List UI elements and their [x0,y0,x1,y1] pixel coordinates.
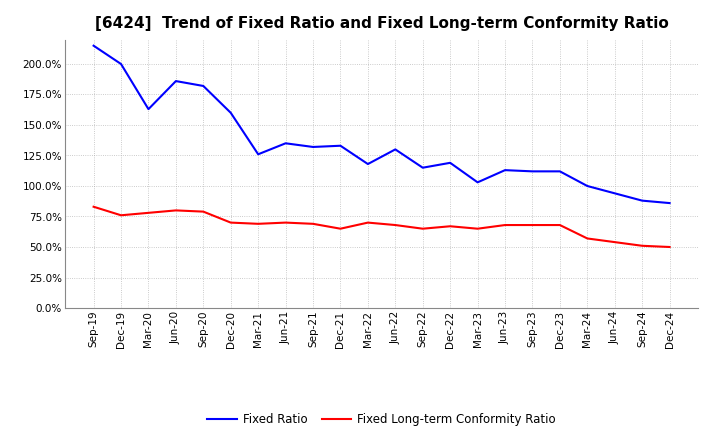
Fixed Ratio [309,144,318,150]
Fixed Long-term Conformity Ratio [89,204,98,209]
Fixed Ratio [336,143,345,148]
Fixed Long-term Conformity Ratio [309,221,318,227]
Fixed Long-term Conformity Ratio [418,226,427,231]
Fixed Long-term Conformity Ratio [446,224,454,229]
Title: [6424]  Trend of Fixed Ratio and Fixed Long-term Conformity Ratio: [6424] Trend of Fixed Ratio and Fixed Lo… [95,16,668,32]
Fixed Long-term Conformity Ratio [391,222,400,227]
Fixed Long-term Conformity Ratio [336,226,345,231]
Fixed Ratio [665,201,674,206]
Fixed Long-term Conformity Ratio [117,213,125,218]
Fixed Ratio [254,152,263,157]
Legend: Fixed Ratio, Fixed Long-term Conformity Ratio: Fixed Ratio, Fixed Long-term Conformity … [203,408,560,431]
Fixed Ratio [117,61,125,66]
Fixed Ratio [89,43,98,48]
Fixed Ratio [611,191,619,196]
Fixed Long-term Conformity Ratio [171,208,180,213]
Fixed Long-term Conformity Ratio [254,221,263,227]
Fixed Long-term Conformity Ratio [665,244,674,249]
Fixed Long-term Conformity Ratio [144,210,153,216]
Fixed Long-term Conformity Ratio [473,226,482,231]
Fixed Long-term Conformity Ratio [364,220,372,225]
Fixed Ratio [391,147,400,152]
Fixed Long-term Conformity Ratio [528,222,537,227]
Fixed Ratio [556,169,564,174]
Fixed Ratio [446,160,454,165]
Fixed Long-term Conformity Ratio [226,220,235,225]
Fixed Long-term Conformity Ratio [500,222,509,227]
Fixed Long-term Conformity Ratio [583,236,592,241]
Fixed Ratio [144,106,153,112]
Fixed Ratio [638,198,647,203]
Fixed Long-term Conformity Ratio [199,209,207,214]
Fixed Ratio [226,110,235,115]
Line: Fixed Ratio: Fixed Ratio [94,46,670,203]
Fixed Ratio [418,165,427,170]
Fixed Ratio [171,78,180,84]
Fixed Ratio [282,141,290,146]
Fixed Long-term Conformity Ratio [611,239,619,245]
Fixed Long-term Conformity Ratio [638,243,647,249]
Line: Fixed Long-term Conformity Ratio: Fixed Long-term Conformity Ratio [94,207,670,247]
Fixed Ratio [473,180,482,185]
Fixed Ratio [364,161,372,167]
Fixed Long-term Conformity Ratio [282,220,290,225]
Fixed Ratio [528,169,537,174]
Fixed Ratio [500,168,509,173]
Fixed Ratio [199,83,207,88]
Fixed Ratio [583,183,592,189]
Fixed Long-term Conformity Ratio [556,222,564,227]
